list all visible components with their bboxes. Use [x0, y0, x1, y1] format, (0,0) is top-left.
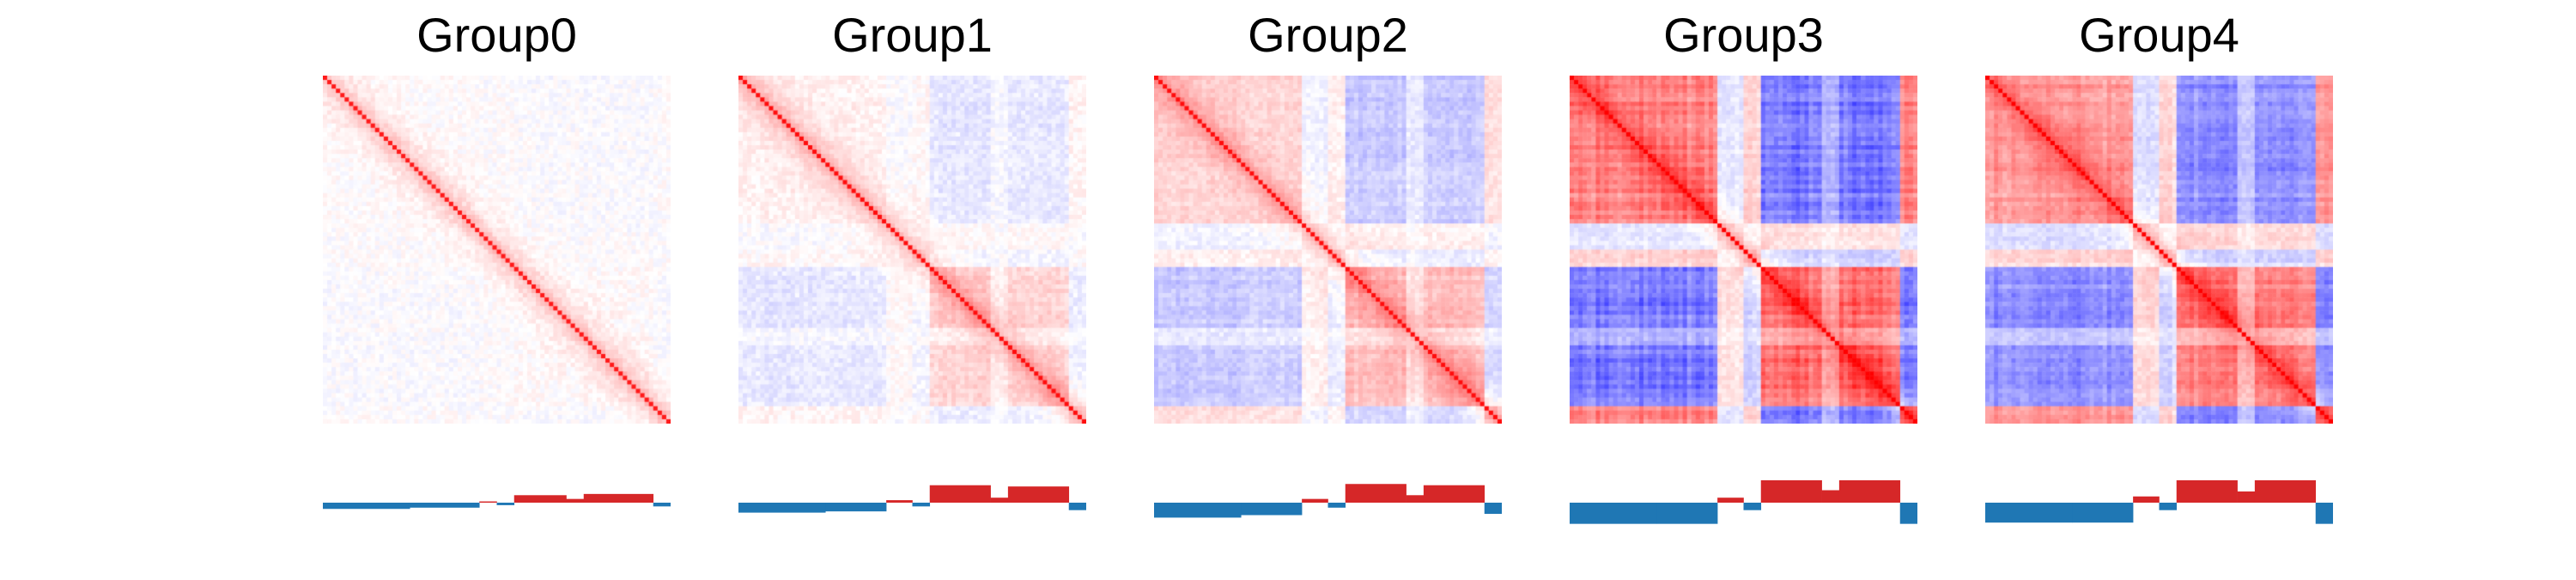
track-positive-segment-2: [479, 501, 497, 503]
track-positive-segment-2: [886, 500, 913, 503]
track-negative-segment-3: [1327, 503, 1346, 508]
correlation-heatmap: [1570, 76, 1917, 424]
panel-title: Group0: [416, 8, 577, 62]
track-negative-segment-1: [410, 503, 480, 508]
track-positive-segment-4: [1345, 484, 1406, 503]
eigenvector-track: [1154, 484, 1502, 518]
track-negative-segment-7: [1899, 503, 1917, 524]
track-positive-segment-5: [1821, 490, 1840, 503]
track-negative-segment-1: [1656, 503, 1718, 524]
track-positive-segment-6: [1423, 485, 1485, 503]
track-negative-segment-7: [1068, 503, 1086, 510]
eigenvector-track: [738, 485, 1086, 513]
track-positive-segment-5: [566, 498, 585, 503]
track-negative-segment-3: [496, 503, 515, 505]
track-positive-segment-5: [990, 498, 1009, 503]
correlation-heatmap: [738, 76, 1086, 424]
track-positive-segment-6: [1007, 486, 1070, 503]
track-positive-segment-2: [1717, 498, 1744, 503]
track-positive-segment-4: [513, 495, 567, 503]
track-positive-segment-5: [1406, 495, 1425, 503]
track-negative-segment-7: [653, 503, 671, 507]
track-positive-segment-6: [1838, 479, 1901, 503]
track-negative-segment-1: [1241, 503, 1303, 516]
eigenvector-track: [1570, 479, 1917, 524]
track-negative-segment-7: [2315, 503, 2333, 524]
track-positive-segment-2: [1302, 498, 1328, 503]
track-negative-segment-0: [1154, 503, 1242, 518]
eigenvector-track: [323, 493, 671, 510]
track-negative-segment-0: [323, 503, 410, 510]
eigenvector-track: [1985, 479, 2333, 524]
panel-group1: Group1: [738, 0, 1086, 580]
panel-title: Group2: [1248, 8, 1408, 62]
track-positive-segment-6: [583, 493, 654, 503]
panel-group4: Group4: [1985, 0, 2333, 580]
panel-group2: Group2: [1154, 0, 1502, 580]
correlation-heatmap: [1985, 76, 2333, 424]
track-positive-segment-4: [2176, 479, 2238, 503]
track-positive-segment-2: [2133, 496, 2160, 503]
track-positive-segment-4: [1760, 479, 1822, 503]
track-negative-segment-0: [738, 503, 826, 513]
track-negative-segment-3: [1743, 503, 1762, 510]
track-negative-segment-0: [1985, 503, 2073, 523]
track-negative-segment-1: [825, 503, 887, 512]
track-negative-segment-3: [912, 503, 931, 507]
correlation-heatmap: [323, 76, 671, 424]
track-negative-segment-3: [2159, 503, 2178, 510]
correlation-heatmap: [1154, 76, 1502, 424]
track-negative-segment-7: [1484, 503, 1502, 515]
panel-title: Group1: [832, 8, 993, 62]
panel-title: Group3: [1663, 8, 1824, 62]
panel-group0: Group0: [323, 0, 671, 580]
track-positive-segment-5: [2237, 491, 2256, 503]
track-positive-segment-6: [2254, 479, 2317, 503]
track-negative-segment-0: [1570, 503, 1657, 524]
track-positive-segment-4: [929, 485, 991, 503]
panel-title: Group4: [2079, 8, 2239, 62]
track-negative-segment-1: [2072, 503, 2134, 523]
panel-group3: Group3: [1570, 0, 1917, 580]
